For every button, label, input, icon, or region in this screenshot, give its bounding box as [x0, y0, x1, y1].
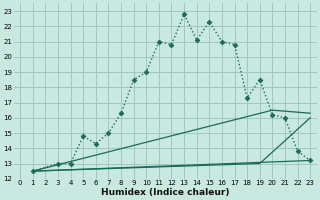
- X-axis label: Humidex (Indice chaleur): Humidex (Indice chaleur): [101, 188, 229, 197]
